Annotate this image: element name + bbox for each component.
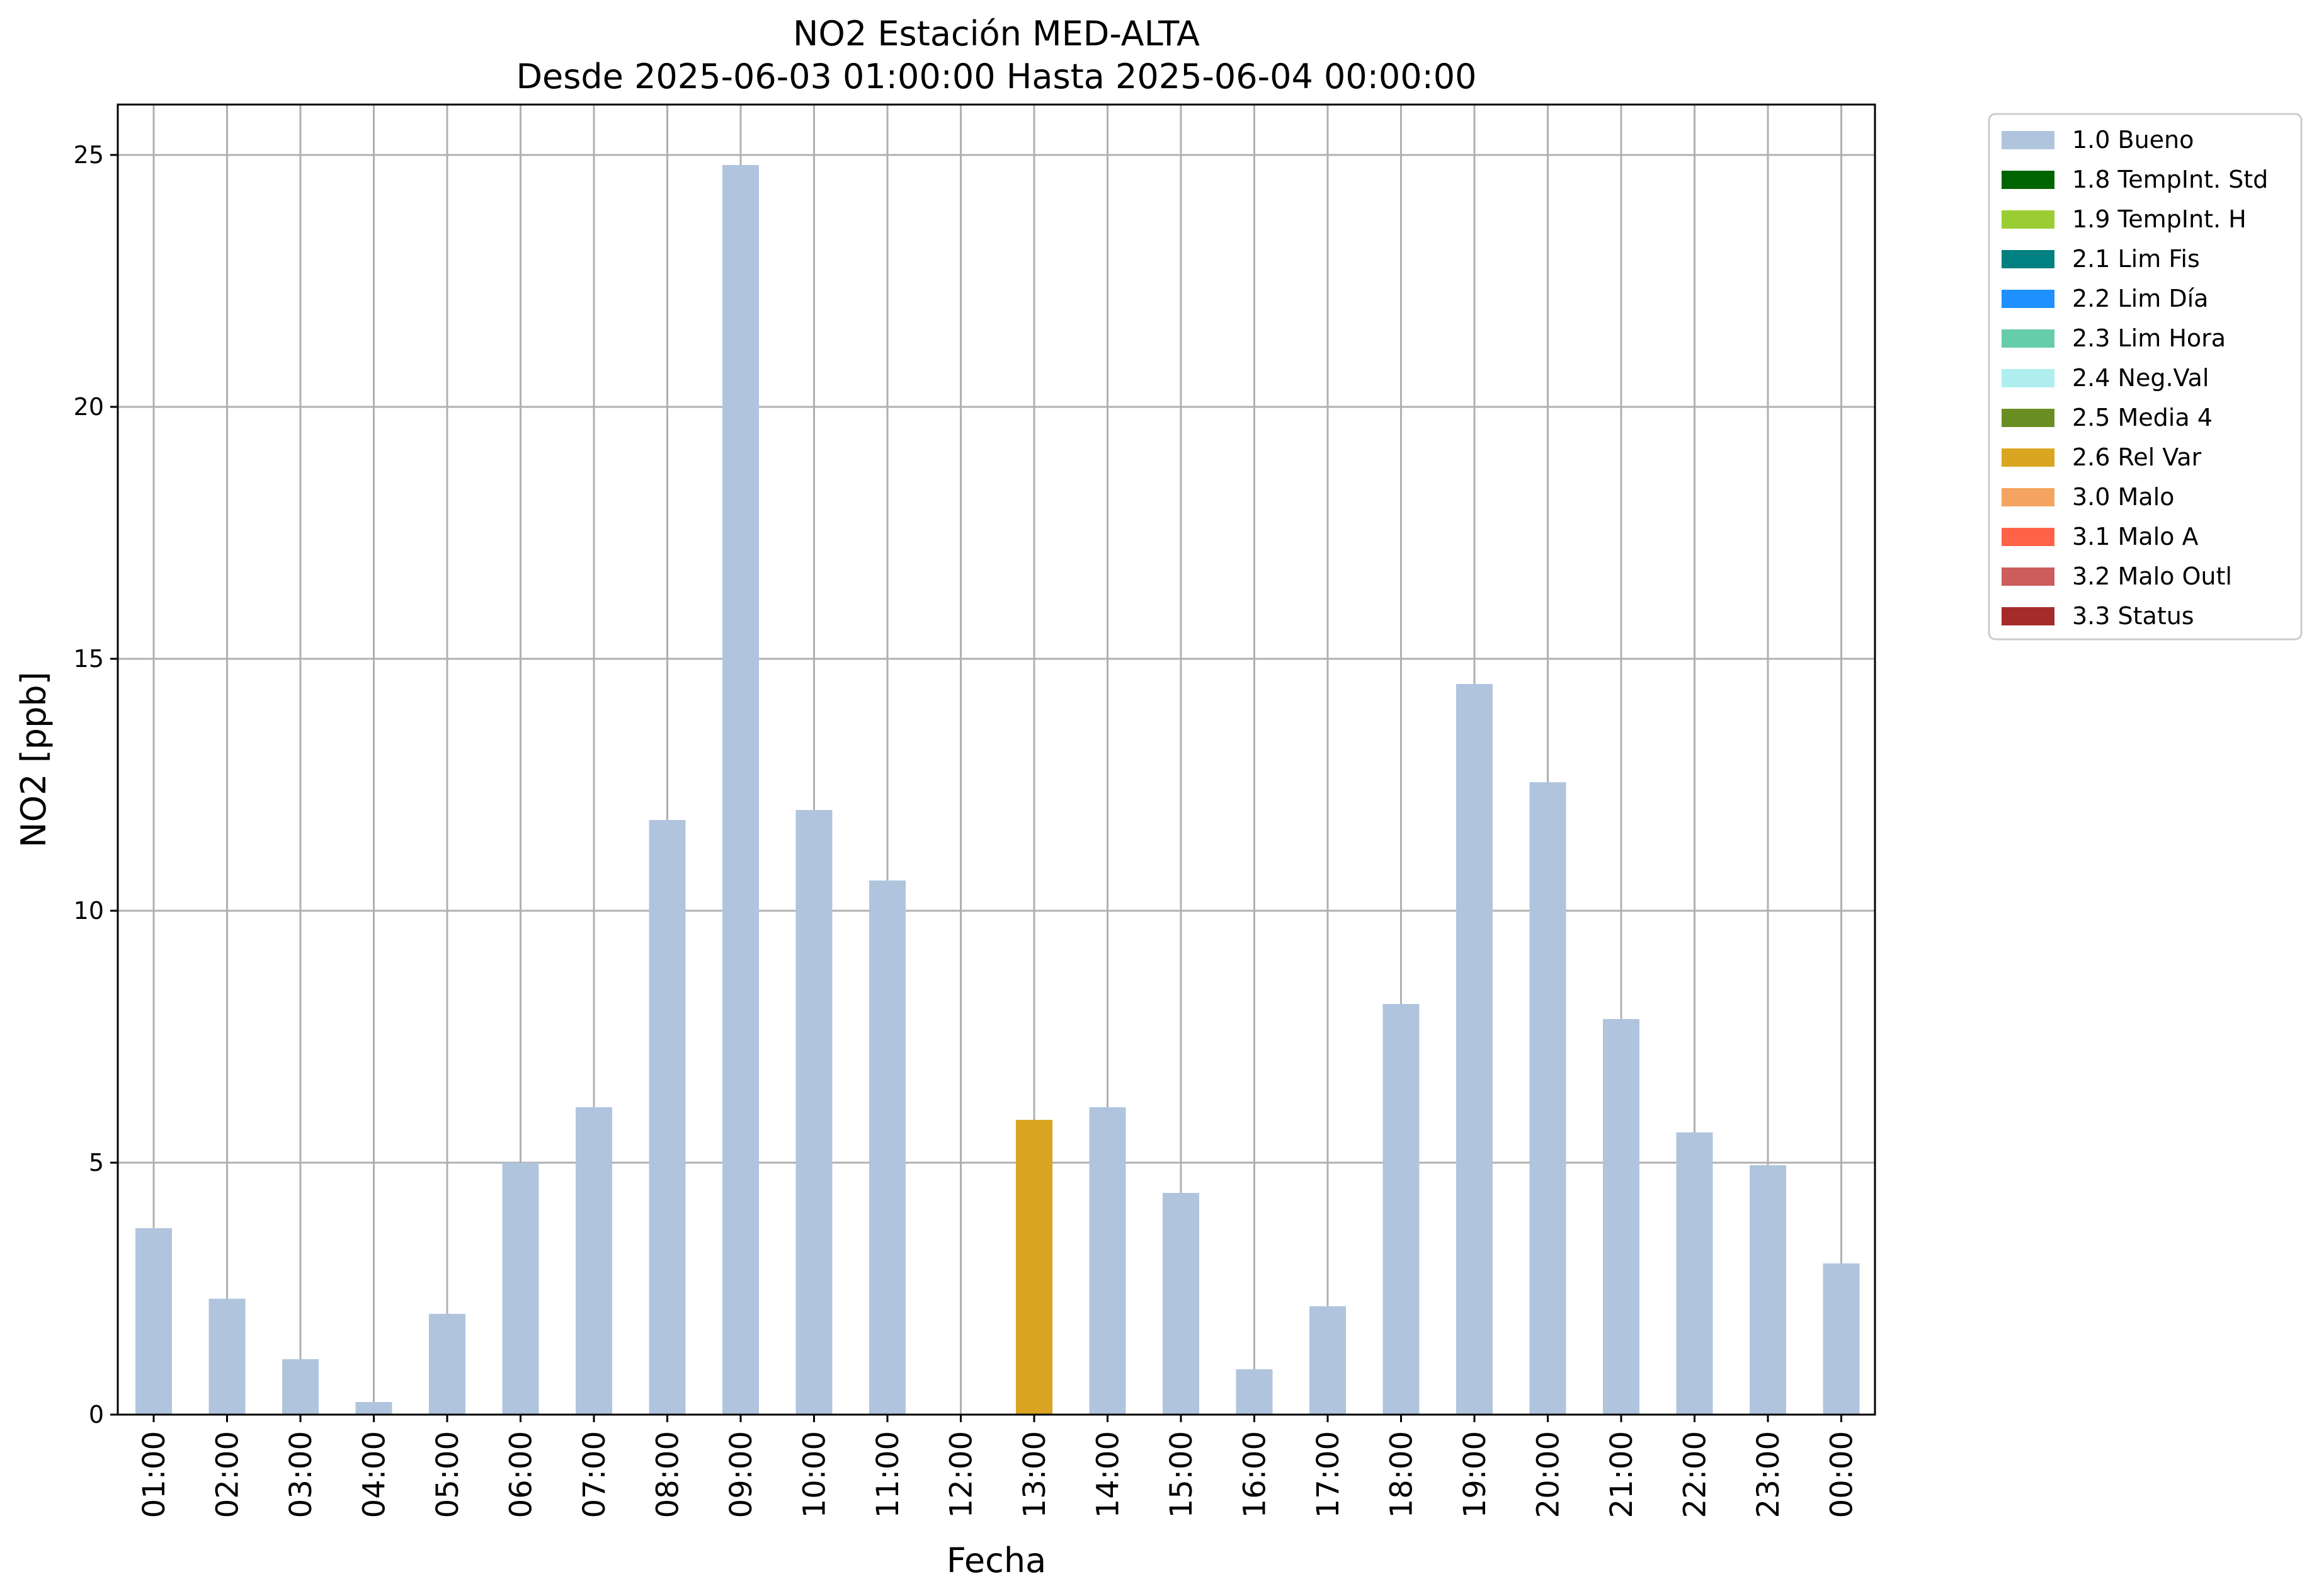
- bar-21:00: [1603, 1019, 1639, 1415]
- y-tick-label: 20: [74, 393, 104, 421]
- bar-11:00: [869, 881, 906, 1415]
- x-axis-label: Fecha: [947, 1541, 1046, 1580]
- x-tick-label: 13:00: [1017, 1431, 1052, 1518]
- bar-16:00: [1236, 1369, 1273, 1415]
- x-tick-label: 08:00: [651, 1431, 686, 1518]
- bar-05:00: [429, 1314, 465, 1415]
- legend-label: 2.5 Media 4: [2072, 404, 2213, 431]
- bars: [135, 165, 1860, 1415]
- bar-20:00: [1529, 782, 1566, 1415]
- y-tick-label: 10: [74, 897, 104, 925]
- x-tick-label: 20:00: [1531, 1431, 1566, 1518]
- legend-swatch: [2002, 607, 2054, 625]
- bar-03:00: [282, 1359, 319, 1415]
- legend-label: 3.3 Status: [2072, 602, 2194, 630]
- x-tick-label: 23:00: [1751, 1431, 1786, 1518]
- chart-subtitle: Desde 2025-06-03 01:00:00 Hasta 2025-06-…: [516, 57, 1476, 96]
- legend-label: 3.2 Malo Outl: [2072, 562, 2232, 590]
- x-tick-label: 14:00: [1091, 1431, 1126, 1518]
- y-tick-label: 5: [89, 1149, 104, 1177]
- legend-label: 1.8 TempInt. Std: [2072, 166, 2268, 193]
- plot-frame: [117, 103, 1876, 1416]
- legend-swatch: [2002, 409, 2054, 427]
- legend-swatch: [2002, 171, 2054, 189]
- legend-swatch: [2002, 250, 2054, 268]
- bar-07:00: [576, 1107, 612, 1415]
- legend-label: 3.1 Malo A: [2072, 523, 2198, 550]
- x-tick-label: 18:00: [1384, 1431, 1420, 1518]
- legend-label: 2.4 Neg.Val: [2072, 364, 2209, 392]
- legend-label: 2.6 Rel Var: [2072, 443, 2202, 471]
- legend-label: 1.9 TempInt. H: [2072, 205, 2247, 233]
- chart-title: NO2 Estación MED-ALTA: [793, 14, 1200, 54]
- y-tick-label: 25: [74, 141, 104, 169]
- x-tick-label: 17:00: [1311, 1431, 1346, 1518]
- bar-14:00: [1089, 1107, 1126, 1415]
- x-tick-label: 10:00: [797, 1431, 833, 1518]
- legend-swatch: [2002, 528, 2054, 546]
- bar-10:00: [795, 810, 833, 1415]
- legend-swatch: [2002, 567, 2054, 586]
- legend-swatch: [2002, 131, 2054, 149]
- x-tick-label: 00:00: [1825, 1431, 1860, 1518]
- y-tick-label: 0: [89, 1401, 104, 1428]
- legend-box: [1988, 113, 2303, 641]
- bar-04:00: [355, 1402, 392, 1415]
- legend-label: 2.1 Lim Fis: [2072, 245, 2200, 273]
- x-tick-label: 22:00: [1678, 1431, 1713, 1518]
- x-tick-label: 16:00: [1238, 1431, 1273, 1518]
- x-tick-label: 01:00: [137, 1431, 172, 1518]
- bar-00:00: [1823, 1263, 1860, 1415]
- x-tick-label: 05:00: [430, 1431, 465, 1518]
- bar-08:00: [649, 820, 686, 1415]
- bar-02:00: [208, 1299, 246, 1415]
- x-tick-label: 07:00: [577, 1431, 612, 1518]
- legend: 1.0 Bueno 1.8 TempInt. Std 1.9 TempInt. H 2…: [1988, 113, 2303, 641]
- legend-label: 3.0 Malo: [2072, 483, 2174, 511]
- bar-18:00: [1382, 1004, 1420, 1415]
- bar-15:00: [1163, 1193, 1199, 1415]
- bar-13:00: [1016, 1120, 1052, 1415]
- legend-swatch: [2002, 448, 2054, 467]
- legend-swatch: [2002, 329, 2054, 348]
- legend-label: 2.3 Lim Hora: [2072, 324, 2226, 352]
- bar-23:00: [1750, 1165, 1786, 1415]
- legend-swatch: [2002, 210, 2054, 229]
- legend-swatch: [2002, 290, 2054, 308]
- legend-swatch: [2002, 488, 2054, 506]
- x-tick-label: 09:00: [724, 1431, 759, 1518]
- x-tick-label: 12:00: [944, 1431, 979, 1518]
- x-tick-label: 03:00: [283, 1431, 319, 1518]
- bar-22:00: [1676, 1132, 1713, 1415]
- x-tick-label: 21:00: [1604, 1431, 1639, 1518]
- legend-label: 2.2 Lim Día: [2072, 285, 2208, 312]
- x-tick-label: 04:00: [357, 1431, 392, 1518]
- y-axis-ticks: 0 5 10 15 20 25: [74, 141, 118, 1428]
- y-tick-label: 15: [74, 645, 104, 673]
- x-tick-label: 02:00: [210, 1431, 246, 1518]
- bar-01:00: [135, 1228, 172, 1415]
- legend-label: 1.0 Bueno: [2072, 126, 2194, 154]
- x-tick-label: 19:00: [1457, 1431, 1493, 1518]
- x-tick-label: 15:00: [1164, 1431, 1199, 1518]
- bar-09:00: [722, 165, 759, 1415]
- legend-swatch: [2002, 369, 2054, 387]
- x-axis-ticks: 01:00 02:00 03:00 04:00 05:00 06:00 07:00 08:00…: [137, 1415, 1860, 1518]
- bar-06:00: [502, 1163, 539, 1415]
- y-axis-label: NO2 [ppb]: [14, 671, 54, 847]
- x-tick-label: 06:00: [504, 1431, 539, 1518]
- bar-17:00: [1309, 1306, 1346, 1415]
- x-tick-label: 11:00: [870, 1431, 906, 1518]
- bar-19:00: [1456, 684, 1493, 1415]
